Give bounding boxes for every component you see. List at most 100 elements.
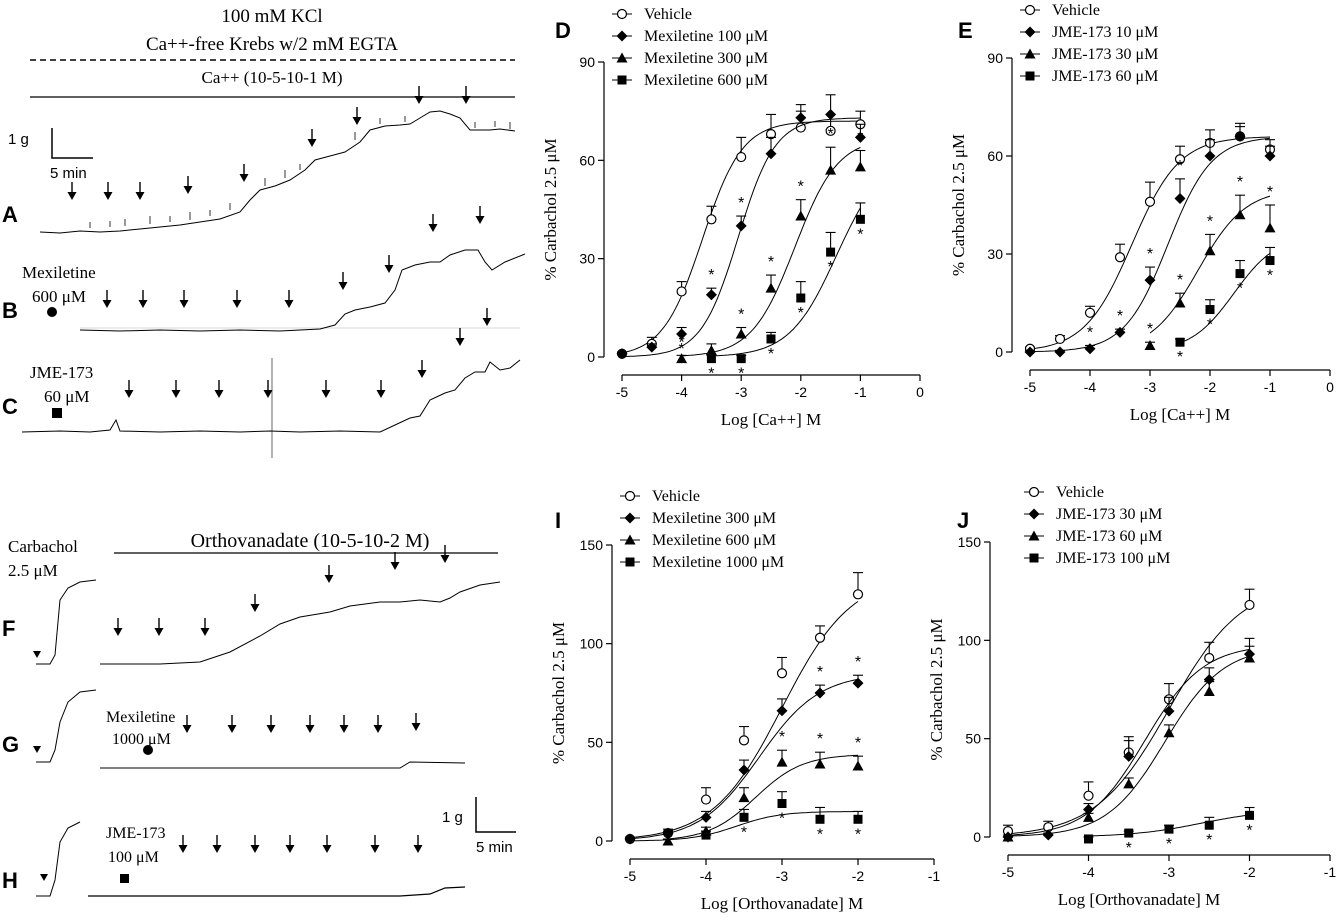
series-diamond: *** [616, 94, 866, 360]
arrow-icon [413, 835, 423, 853]
marker-circle [676, 286, 687, 297]
arrow-icon [266, 715, 276, 733]
fit-curve [711, 207, 861, 357]
arrow-icon [411, 713, 421, 731]
marker-square [815, 814, 825, 824]
chart-J: J -5 -4 -3 -2 -1 0 50 100 150 Log [Orthovanadate] … [927, 484, 1336, 909]
legend-item: JME-173 60 μM [1024, 528, 1162, 545]
marker-triangle [1203, 685, 1215, 696]
legend-item: JME-173 30 μM [1020, 46, 1158, 63]
legend-item: JME-173 10 μM [1020, 24, 1158, 41]
y-tick-label: 50 [587, 734, 603, 750]
trace-A-noise [89, 116, 511, 228]
scale-bar [51, 128, 93, 159]
arrow-icon [440, 545, 450, 563]
marker-triangle [616, 52, 628, 63]
trace-C [21, 359, 521, 433]
significance-star: * [817, 731, 823, 748]
arrow-icon [285, 835, 295, 853]
x-tick-label: -3 [735, 384, 748, 400]
trace-H-carbachol [36, 821, 81, 897]
significance-star: * [768, 254, 774, 271]
significance-star: * [708, 366, 714, 383]
series-triangle: * * * * * [1144, 174, 1276, 350]
arrow-icon [414, 86, 424, 104]
arrow-icon [124, 380, 134, 398]
series-square: * * * * [1083, 806, 1255, 857]
arrow-icon [154, 618, 164, 636]
legend-label: Vehicle [1052, 2, 1100, 19]
x-tick-label: -5 [1024, 379, 1037, 395]
legend-item: Vehicle [620, 488, 700, 505]
series-circle-open [624, 572, 864, 845]
legend-item: Mexiletine 100 μM [612, 28, 768, 45]
x-tick-label: -1 [854, 384, 867, 400]
marker-triangle [735, 328, 747, 339]
marker-diamond [1024, 346, 1036, 358]
arrow-icon [103, 182, 113, 200]
marker-square [766, 334, 776, 344]
marker-square [1124, 828, 1134, 838]
arrow-icon [182, 715, 192, 733]
marker-diamond [1054, 346, 1066, 358]
marker-diamond [854, 131, 866, 143]
arrow-icon [384, 255, 394, 273]
significance-star: * [1117, 308, 1123, 325]
marker-diamond [662, 827, 674, 839]
marker-circle [1054, 333, 1066, 345]
marker-triangle [825, 164, 837, 175]
marker-circle [1083, 790, 1094, 801]
arrow-icon [321, 380, 331, 398]
marker-circle [738, 735, 750, 746]
marker-square [1084, 834, 1093, 844]
legend-item: JME-173 100 μM [1024, 550, 1170, 567]
marker-triangle [1123, 778, 1135, 789]
y-tick-label: 30 [987, 246, 1003, 262]
marker-triangle [1083, 811, 1094, 822]
arrow-icon [263, 380, 273, 398]
legend-label: Mexiletine 100 μM [644, 28, 768, 45]
marker-circle [814, 632, 826, 643]
arrow-icon [307, 129, 317, 147]
marker-square [736, 354, 746, 364]
significance-star: * [1177, 349, 1183, 366]
marker-circle [736, 151, 747, 163]
marker-diamond [624, 512, 636, 524]
marker-triangle [854, 161, 866, 172]
series-square: * * * * [629, 791, 863, 843]
marker-square [625, 557, 635, 567]
marker-square [777, 799, 787, 809]
trace-arrows [67, 86, 492, 853]
marker-circle [700, 794, 712, 805]
marker-diamond [676, 328, 688, 340]
series-diamond [1002, 637, 1255, 843]
marker-diamond [825, 108, 837, 120]
legend-label: Vehicle [644, 6, 692, 23]
y-tick-label: 100 [580, 636, 604, 652]
x-axis-label: Log [Orthovanadate] M [701, 894, 863, 913]
significance-star: * [1267, 268, 1273, 285]
legend-label: Mexiletine 600 μM [652, 532, 776, 549]
arrow-icon [232, 290, 242, 308]
arrow-icon [324, 565, 334, 583]
panel-label-C: C [2, 394, 18, 419]
arrow-icon [417, 360, 427, 378]
legend-label: Mexiletine 300 μM [644, 50, 768, 67]
significance-star: * [741, 824, 747, 841]
marker-diamond [1203, 674, 1215, 686]
marker-square [739, 812, 749, 822]
panel-label-J: J [957, 508, 969, 533]
arrow-icon [200, 618, 210, 636]
x-tick-label: -2 [1204, 379, 1217, 395]
legend-label: Vehicle [652, 488, 700, 505]
significance-star: * [1177, 272, 1183, 289]
marker-square [826, 247, 836, 257]
x-tick-label: -1 [1264, 379, 1277, 395]
significance-star: * [1237, 174, 1243, 191]
x-tick-label: -5 [616, 384, 629, 400]
arrow-icon [67, 182, 77, 200]
y-tick-label: 90 [987, 50, 1003, 66]
significance-star: * [738, 366, 744, 383]
marker-square [1025, 71, 1035, 81]
marker-triangle [676, 353, 688, 364]
